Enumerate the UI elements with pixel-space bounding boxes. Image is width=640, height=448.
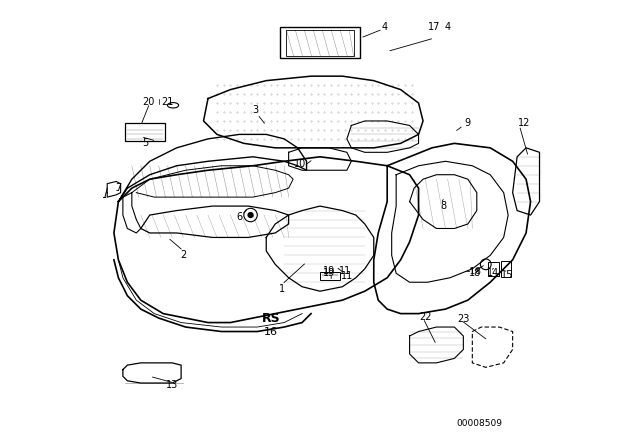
- Text: 15: 15: [501, 270, 513, 280]
- Text: 4: 4: [445, 22, 451, 32]
- Text: 3: 3: [252, 105, 258, 115]
- Text: 13: 13: [166, 380, 179, 390]
- Circle shape: [248, 212, 253, 218]
- Text: RS: RS: [261, 311, 280, 325]
- Text: 5: 5: [142, 138, 148, 148]
- Text: 14: 14: [487, 268, 499, 278]
- Bar: [125, 123, 166, 141]
- Text: 10: 10: [294, 159, 306, 168]
- Text: 19: 19: [323, 266, 335, 276]
- Text: 1: 1: [279, 284, 285, 294]
- Bar: [320, 272, 340, 280]
- Text: 19: 19: [323, 268, 335, 278]
- Bar: [280, 27, 360, 58]
- Text: 21: 21: [161, 97, 174, 107]
- Text: 6: 6: [236, 212, 243, 222]
- Text: 9: 9: [465, 118, 471, 128]
- Text: 8: 8: [440, 201, 446, 211]
- Bar: [488, 262, 499, 276]
- Bar: [287, 30, 354, 56]
- Text: 12: 12: [518, 118, 530, 128]
- Text: 7: 7: [115, 183, 122, 193]
- Text: 00008509: 00008509: [456, 419, 502, 428]
- Text: 22: 22: [419, 312, 431, 322]
- Text: 16: 16: [264, 327, 278, 336]
- Text: 23: 23: [457, 314, 470, 324]
- Text: –18: –18: [465, 267, 481, 276]
- Text: 11: 11: [339, 266, 351, 276]
- Bar: [502, 261, 511, 277]
- Text: 4: 4: [382, 22, 388, 32]
- Text: 11: 11: [340, 271, 353, 280]
- Text: 20: 20: [143, 97, 155, 107]
- Text: 17: 17: [428, 22, 440, 32]
- Text: 18: 18: [469, 268, 481, 278]
- Text: 2: 2: [180, 250, 186, 260]
